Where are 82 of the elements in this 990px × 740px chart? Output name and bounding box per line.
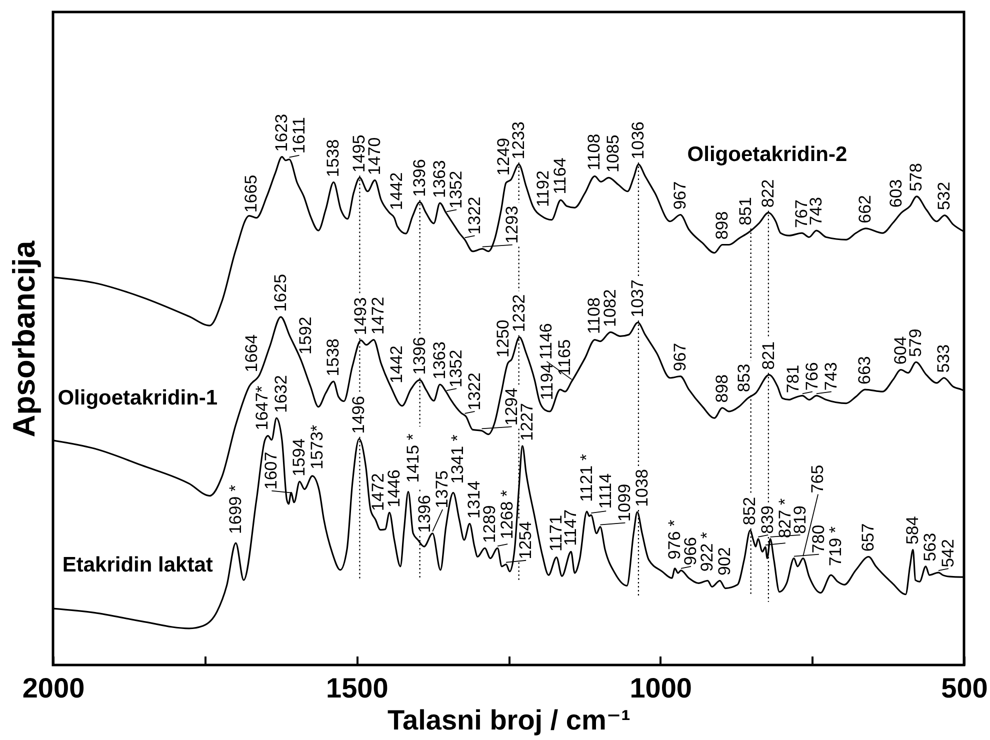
annotation: 1493 xyxy=(350,297,370,336)
annotation: 1573* xyxy=(307,424,326,470)
annotation: 1322 xyxy=(464,196,484,235)
annotation: 765 xyxy=(808,464,828,494)
annotation: 1442 xyxy=(386,346,406,384)
annotation: 853 xyxy=(734,364,754,392)
annotation: 851 xyxy=(736,197,755,226)
annotation: 1607 xyxy=(262,452,281,490)
annotation: 1038 xyxy=(632,469,652,507)
annotation: 533 xyxy=(934,344,953,373)
annotation: 1396 xyxy=(410,336,429,375)
annotation: 1192 xyxy=(534,170,553,208)
annotation: 839 xyxy=(758,506,778,534)
annotation: 1363 xyxy=(430,342,449,380)
annotation: 662 xyxy=(856,195,875,224)
annotation: 766 xyxy=(802,362,822,391)
annotation: 1611 xyxy=(289,117,308,154)
annotation: 1363 xyxy=(430,160,449,198)
annotation: 1664 xyxy=(242,334,262,372)
annotation: 542 xyxy=(938,539,958,568)
annotation: 1396 xyxy=(410,159,429,197)
annotation: 563 xyxy=(920,532,940,562)
annotation: 1699 * xyxy=(226,484,245,534)
annotation: 1442 xyxy=(386,172,406,210)
annotation: 1099 xyxy=(615,484,634,522)
annotation: 532 xyxy=(934,182,954,210)
annotation: 902 xyxy=(714,547,734,576)
annotation: 1146 xyxy=(536,323,556,360)
annotation: 1108 xyxy=(584,134,604,170)
annotation: 967 xyxy=(670,181,690,210)
annotation: 1164 xyxy=(550,158,570,194)
annotation: 822 xyxy=(758,179,778,208)
annotation: 852 xyxy=(740,496,760,526)
annotation: 821 xyxy=(759,341,778,370)
annotation: 1037 xyxy=(628,280,647,318)
annotation: 1114 xyxy=(596,473,616,509)
x-axis-title: Talasni broj / cm⁻¹ xyxy=(388,704,630,736)
annotation: 1594 xyxy=(290,438,309,476)
annotation: 1268 * xyxy=(498,490,517,540)
annotation: 1293 xyxy=(502,206,522,244)
annotation: 1538 xyxy=(324,338,343,376)
annotation: 657 xyxy=(858,523,878,552)
annotation: 603 xyxy=(886,179,906,208)
series-label: Oligoetakridin-1 xyxy=(58,386,218,410)
annotation: 1036 xyxy=(628,121,648,160)
annotation: 663 xyxy=(855,356,874,384)
annotation: 1496 xyxy=(349,396,368,434)
annotation: 1322 xyxy=(464,372,484,410)
annotation: 1085 xyxy=(604,134,623,173)
annotation: 898 xyxy=(712,374,732,403)
y-axis-title: Apsorbancija xyxy=(6,240,42,438)
annotation: 1472 xyxy=(368,296,388,335)
annotation: 781 xyxy=(783,364,802,394)
annotation: 1415 * xyxy=(403,433,422,483)
annotation: 1254 xyxy=(516,521,536,560)
annotation: 1625 xyxy=(270,274,290,312)
annotation: 1538 xyxy=(324,139,343,178)
annotation: 922 * xyxy=(698,532,717,572)
x-tick-label: 1500 xyxy=(326,672,388,704)
annotation: 1352 xyxy=(446,350,466,388)
series-label: Etakridin laktat xyxy=(62,554,213,577)
x-tick-label: 1000 xyxy=(630,672,692,704)
annotation: 1632 xyxy=(272,375,290,413)
x-tick-label: 500 xyxy=(941,672,988,704)
annotation: 1396 xyxy=(414,495,434,533)
x-tick-label: 2000 xyxy=(22,672,85,704)
annotation: 1592 xyxy=(296,316,315,354)
annotation: 1165 xyxy=(555,339,574,376)
annotation: 719 * xyxy=(826,526,845,566)
annotation: 1665 xyxy=(241,174,260,213)
annotation: 1194 xyxy=(538,364,557,400)
series-label: Oligoetakridin-2 xyxy=(687,143,848,166)
annotation: 967 xyxy=(670,342,690,372)
annotation: 1623 xyxy=(272,114,291,152)
annotation: 584 xyxy=(902,516,922,545)
annotation: 1647* xyxy=(252,385,272,430)
annotation: 578 xyxy=(906,163,926,192)
annotation: 743 xyxy=(821,362,840,391)
annotation: 780 xyxy=(808,524,828,554)
annotation: 1352 xyxy=(446,170,466,209)
annotation: 898 xyxy=(712,211,732,240)
annotation: 1121 * xyxy=(576,454,596,502)
